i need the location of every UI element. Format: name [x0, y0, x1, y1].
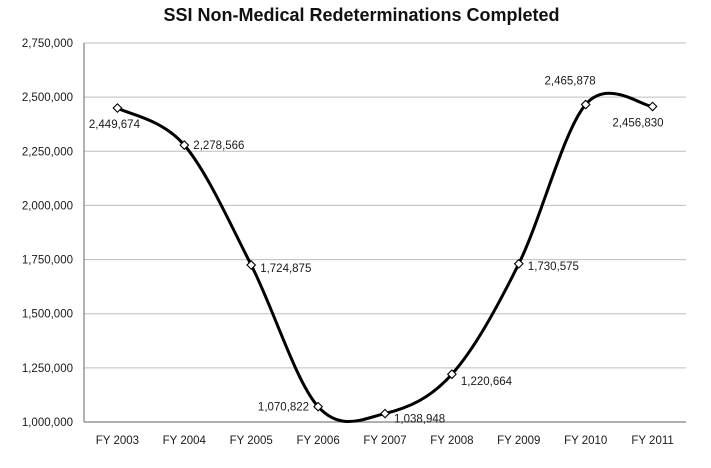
- data-point-label: 2,449,674: [89, 119, 141, 131]
- x-tick-label: FY 2008: [430, 435, 473, 447]
- data-point-label: 1,730,575: [528, 261, 579, 273]
- x-tick-label: FY 2011: [631, 435, 673, 447]
- x-tick-label: FY 2004: [163, 435, 207, 447]
- data-point-marker: [380, 408, 390, 419]
- data-point-marker: [313, 401, 324, 412]
- x-tick-label: FY 2003: [96, 435, 139, 447]
- data-point-label: 1,038,948: [394, 414, 445, 426]
- y-tick-label: 2,500,000: [22, 92, 73, 104]
- y-tick-label: 2,750,000: [22, 38, 73, 50]
- data-point-marker: [580, 99, 591, 110]
- data-point-label: 1,724,875: [260, 263, 311, 275]
- x-tick-label: FY 2006: [296, 435, 339, 447]
- chart-title: SSI Non-Medical Redeterminations Complet…: [163, 5, 560, 25]
- y-tick-label: 1,750,000: [22, 255, 73, 267]
- data-point-label: 1,070,822: [258, 402, 309, 414]
- x-tick-label: FY 2007: [363, 435, 406, 447]
- data-point-marker: [647, 101, 658, 112]
- data-point-marker: [513, 258, 524, 269]
- data-point-marker: [246, 260, 257, 270]
- data-point-marker: [446, 369, 457, 380]
- x-tick-label: FY 2009: [497, 435, 540, 447]
- y-tick-label: 1,250,000: [22, 363, 73, 375]
- data-point-label: 2,465,878: [545, 76, 596, 88]
- data-point-label: 1,220,664: [461, 376, 513, 388]
- x-tick-label: FY 2005: [230, 435, 273, 447]
- y-tick-label: 2,250,000: [22, 146, 73, 158]
- y-tick-label: 2,000,000: [22, 200, 73, 212]
- x-tick-label: FY 2010: [564, 435, 607, 447]
- y-tick-label: 1,500,000: [22, 309, 73, 321]
- data-point-label: 2,456,830: [612, 118, 663, 130]
- data-point-marker: [112, 103, 123, 114]
- data-point-marker: [179, 140, 190, 151]
- y-tick-label: 1,000,000: [22, 417, 73, 429]
- data-point-label: 2,278,566: [193, 140, 244, 152]
